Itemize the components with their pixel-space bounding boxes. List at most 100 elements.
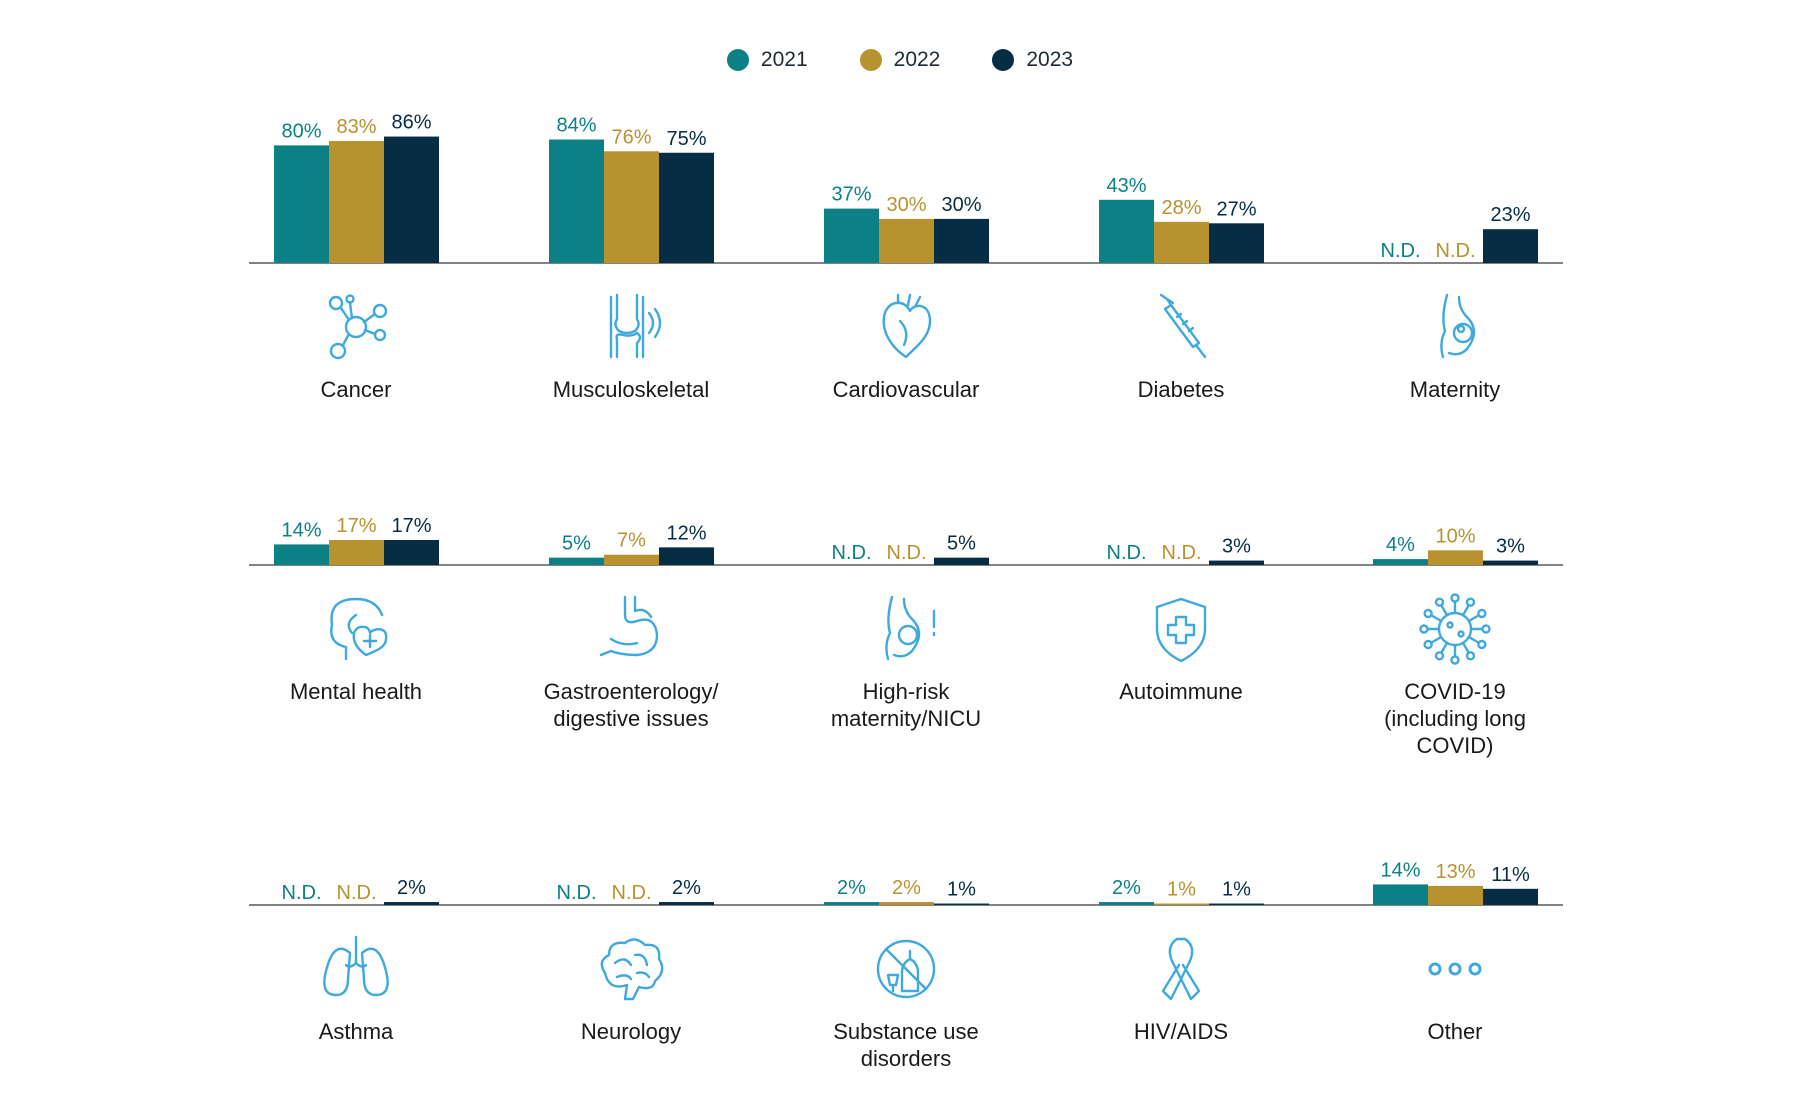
bar-neurology-2023[interactable] (659, 902, 714, 905)
data-label-hiv-aids-2023: 1% (1222, 879, 1251, 901)
category-label-high-risk-maternity-nicu: High-risk maternity/NICU (831, 679, 981, 731)
category-group-cardiovascular: 37% 30% 30% Cardiovascular (824, 184, 989, 402)
legend-item-2022[interactable]: 2022 (859, 40, 940, 80)
bar-diabetes-2021[interactable] (1099, 199, 1154, 263)
category-group-asthma: N.D. N.D. 2% Asthma (282, 877, 439, 1044)
bar-diabetes-2023[interactable] (1209, 223, 1264, 263)
ellipsis-icon (1428, 962, 1482, 976)
bar-cancer-2023[interactable] (384, 136, 439, 263)
bar-cancer-2022[interactable] (329, 140, 384, 263)
bar-other-2021[interactable] (1373, 884, 1428, 905)
data-label-autoimmune-2023: 3% (1222, 536, 1251, 558)
legend-item-2021[interactable]: 2021 (726, 40, 808, 80)
missing-label-neurology-2022: N.D. (612, 882, 652, 904)
data-label-high-risk-maternity-nicu-2023: 5% (947, 533, 976, 555)
data-label-gastroenterology-digestive-issues-2021: 5% (562, 533, 591, 555)
category-label-cardiovascular: Cardiovascular (833, 377, 980, 402)
bar-diabetes-2022[interactable] (1154, 221, 1209, 263)
bar-substance-use-disorders-2021[interactable] (824, 902, 879, 905)
data-label-musculoskeletal-2022: 76% (611, 126, 651, 148)
bar-hiv-aids-2023[interactable] (1209, 903, 1264, 905)
bar-gastroenterology-digestive-issues-2021[interactable] (549, 557, 604, 565)
bar-cardiovascular-2023[interactable] (934, 218, 989, 263)
bar-other-2023[interactable] (1483, 888, 1538, 905)
data-label-gastroenterology-digestive-issues-2023: 12% (666, 522, 706, 544)
category-group-covid-19-including-long-covid: 4% 10% 3% COVID-19 (including long COVID) (1373, 525, 1538, 758)
legend-item-2023[interactable]: 2023 (992, 40, 1073, 80)
bar-mental-health-2023[interactable] (384, 540, 439, 565)
category-group-autoimmune: N.D. N.D. 3% Autoimmune (1107, 536, 1264, 704)
category-group-cancer: 80% 83% 86% Cancer (274, 112, 439, 402)
bar-autoimmune-2023[interactable] (1209, 560, 1264, 565)
data-label-substance-use-disorders-2023: 1% (947, 879, 976, 901)
data-label-covid-19-including-long-covid-2021: 4% (1386, 534, 1415, 556)
category-group-mental-health: 14% 17% 17% Mental health (274, 515, 439, 704)
brain-icon (600, 938, 664, 1001)
data-label-mental-health-2023: 17% (391, 515, 431, 537)
category-label-musculoskeletal: Musculoskeletal (553, 377, 710, 402)
missing-label-neurology-2021: N.D. (557, 882, 597, 904)
molecule-icon (328, 294, 388, 360)
missing-label-autoimmune-2021: N.D. (1107, 542, 1147, 564)
bar-musculoskeletal-2022[interactable] (604, 151, 659, 263)
category-label-covid-19-including-long-covid: COVID-19 (including long COVID) (1384, 679, 1526, 758)
category-label-maternity: Maternity (1410, 377, 1500, 402)
missing-label-high-risk-maternity-nicu-2022: N.D. (887, 542, 927, 564)
category-group-hiv-aids: 2% 1% 1% HIV/AIDS (1099, 877, 1264, 1044)
ribbon-icon (1161, 937, 1201, 1001)
chart-legend: 2021 2022 2023 (0, 40, 1800, 80)
missing-label-high-risk-maternity-nicu-2021: N.D. (832, 542, 872, 564)
stomach-icon (599, 595, 659, 657)
missing-label-asthma-2022: N.D. (337, 882, 377, 904)
knee-joint-icon (609, 293, 662, 359)
data-label-gastroenterology-digestive-issues-2022: 7% (617, 530, 646, 552)
bar-gastroenterology-digestive-issues-2023[interactable] (659, 547, 714, 565)
data-label-mental-health-2022: 17% (336, 515, 376, 537)
head-heart-icon (330, 597, 388, 661)
data-label-covid-19-including-long-covid-2022: 10% (1435, 525, 1475, 547)
legend-swatch-2021 (726, 49, 749, 71)
bar-mental-health-2022[interactable] (329, 540, 384, 565)
data-label-cardiovascular-2022: 30% (886, 194, 926, 216)
data-label-diabetes-2023: 27% (1216, 198, 1256, 220)
data-label-maternity-2023: 23% (1490, 204, 1530, 226)
bar-covid-19-including-long-covid-2023[interactable] (1483, 560, 1538, 565)
bar-asthma-2023[interactable] (384, 902, 439, 905)
shield-cross-icon (1155, 597, 1207, 663)
bar-musculoskeletal-2023[interactable] (659, 152, 714, 263)
bar-cancer-2021[interactable] (274, 145, 329, 263)
lungs-icon (323, 935, 389, 997)
data-label-other-2023: 11% (1491, 864, 1530, 886)
bar-covid-19-including-long-covid-2022[interactable] (1428, 550, 1483, 565)
bar-cardiovascular-2021[interactable] (824, 208, 879, 263)
category-label-other: Other (1427, 1019, 1482, 1044)
bar-hiv-aids-2022[interactable] (1154, 903, 1209, 905)
category-label-hiv-aids: HIV/AIDS (1134, 1019, 1228, 1044)
category-group-diabetes: 43% 28% 27% Diabetes (1099, 175, 1264, 402)
bar-substance-use-disorders-2022[interactable] (879, 902, 934, 905)
bar-substance-use-disorders-2023[interactable] (934, 903, 989, 905)
bar-mental-health-2021[interactable] (274, 544, 329, 565)
data-label-diabetes-2022: 28% (1161, 197, 1201, 219)
bar-hiv-aids-2021[interactable] (1099, 902, 1154, 905)
category-group-musculoskeletal: 84% 76% 75% Musculoskeletal (549, 115, 714, 402)
data-label-hiv-aids-2022: 1% (1167, 879, 1196, 901)
bar-gastroenterology-digestive-issues-2022[interactable] (604, 554, 659, 565)
category-group-substance-use-disorders: 2% 2% 1% Substance use disorders (824, 877, 989, 1071)
data-label-other-2021: 14% (1380, 859, 1420, 881)
data-label-diabetes-2021: 43% (1106, 175, 1146, 197)
bar-maternity-2023[interactable] (1483, 229, 1538, 263)
no-bottle-icon (876, 939, 936, 999)
legend-swatch-2023 (992, 49, 1015, 71)
data-label-hiv-aids-2021: 2% (1112, 877, 1141, 899)
bar-cardiovascular-2022[interactable] (879, 218, 934, 263)
data-label-asthma-2023: 2% (397, 877, 426, 899)
bar-other-2022[interactable] (1428, 885, 1483, 905)
data-label-cardiovascular-2023: 30% (941, 194, 981, 216)
missing-label-maternity-2022: N.D. (1436, 240, 1476, 262)
bar-high-risk-maternity-nicu-2023[interactable] (934, 557, 989, 565)
category-label-mental-health: Mental health (290, 679, 422, 704)
bar-musculoskeletal-2021[interactable] (549, 139, 604, 263)
data-label-musculoskeletal-2021: 84% (556, 115, 596, 137)
bar-covid-19-including-long-covid-2021[interactable] (1373, 559, 1428, 565)
